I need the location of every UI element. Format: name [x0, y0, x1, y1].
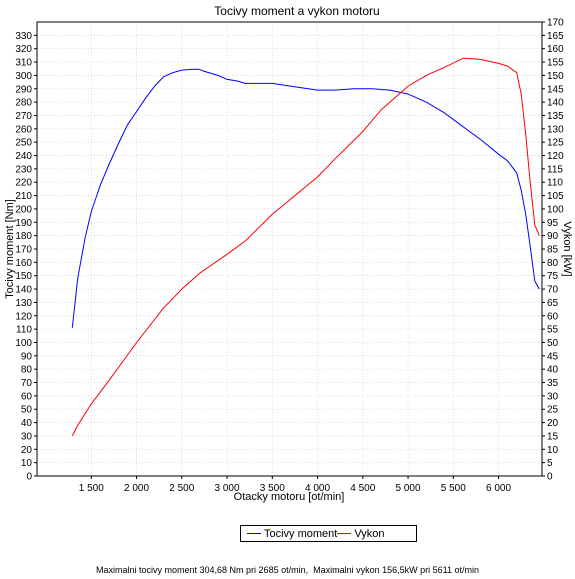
right-tick-label: 165: [547, 31, 564, 42]
legend-item-power: Vykon: [337, 527, 385, 540]
left-tick-label: 110: [16, 325, 32, 336]
legend-label-power: Vykon: [354, 527, 385, 540]
right-tick-label: 0: [547, 472, 553, 483]
left-tick-label: 330: [15, 31, 32, 42]
right-tick-label: 30: [547, 391, 559, 402]
left-tick-label: 190: [15, 218, 32, 229]
left-tick-label: 180: [15, 231, 32, 242]
right-tick-label: 25: [547, 405, 559, 416]
left-tick-label: 100: [15, 338, 32, 349]
chart-title: Tocivy moment a vykon motoru: [214, 4, 379, 18]
right-tick-label: 145: [547, 84, 564, 95]
footer-note: Maximalni tocivy moment 304,68 Nm pri 26…: [96, 565, 479, 575]
right-tick-label: 135: [547, 111, 564, 122]
x-axis-label: Otacky motoru [ot/min]: [234, 491, 345, 503]
left-tick-label: 0: [26, 472, 32, 483]
left-tick-label: 160: [15, 258, 32, 269]
left-tick-label: 80: [21, 365, 33, 376]
right-tick-label: 45: [547, 351, 559, 362]
left-tick-label: 150: [15, 271, 32, 282]
gridlines: [37, 22, 542, 476]
x-tick-label: 5 000: [396, 483, 421, 494]
right-tick-label: 20: [547, 418, 559, 429]
legend-swatch-power: [337, 533, 352, 534]
right-tick-label: 150: [547, 71, 564, 82]
left-tick-label: 310: [15, 58, 32, 69]
left-tick-label: 90: [21, 351, 33, 362]
left-tick-label: 10: [21, 458, 33, 469]
right-tick-label: 5: [547, 458, 553, 469]
left-tick-label: 50: [21, 405, 33, 416]
y-axis-left-label: Tocivy moment [Nm]: [4, 199, 16, 299]
left-tick-label: 290: [15, 84, 32, 95]
right-tick-label: 75: [547, 271, 559, 282]
right-tick-label: 110: [547, 178, 563, 189]
right-tick-label: 60: [547, 311, 559, 322]
right-tick-label: 90: [547, 231, 559, 242]
left-tick-label: 130: [15, 298, 32, 309]
left-tick-label: 260: [15, 124, 32, 135]
right-tick-label: 155: [547, 58, 564, 69]
x-tick-label: 2 500: [169, 483, 194, 494]
right-tick-label: 15: [547, 431, 559, 442]
right-axis: 0 5 10 15 20 25 30 35 40 45 50 55 60 65 70 75 80 85 90 95 10…: [542, 18, 564, 483]
legend-item-torque: Tocivy moment: [247, 528, 337, 540]
right-tick-label: 85: [547, 245, 559, 256]
legend-label-torque: Tocivy moment: [264, 527, 338, 540]
x-axis: 1 500 2 000 2 500 3 000 3 500 4 000 4 500 5 000…: [79, 476, 512, 494]
x-tick-label: 4 500: [350, 483, 375, 494]
left-tick-label: 320: [15, 44, 32, 55]
right-tick-label: 125: [547, 138, 564, 149]
right-tick-label: 35: [547, 378, 559, 389]
legend: Tocivy moment Vykon: [240, 525, 417, 542]
right-tick-label: 80: [547, 258, 559, 269]
x-tick-label: 6 000: [486, 483, 511, 494]
x-tick-label: 5 500: [441, 483, 466, 494]
x-tick-label: 4 000: [305, 483, 330, 494]
left-tick-label: 120: [15, 311, 32, 322]
x-tick-label: 1 500: [79, 483, 104, 494]
right-tick-label: 65: [547, 298, 559, 309]
x-tick-label: 2 000: [124, 483, 149, 494]
right-tick-label: 55: [547, 325, 559, 336]
series-line-torque: [71, 68, 540, 328]
left-tick-label: 40: [21, 418, 33, 429]
left-tick-label: 270: [15, 111, 32, 122]
right-tick-label: 120: [547, 151, 564, 162]
left-tick-label: 240: [15, 151, 32, 162]
left-tick-label: 140: [15, 285, 32, 296]
left-axis: 0 10 20 30 40 50 60 70 80 90 100 110 120 130 140 150 160…: [15, 31, 37, 483]
left-tick-label: 20: [21, 445, 33, 456]
right-tick-label: 95: [547, 218, 559, 229]
series-line-power: [71, 57, 540, 437]
right-tick-label: 140: [547, 98, 564, 109]
y-axis-right-label: Vykon [kW]: [561, 221, 573, 276]
right-tick-label: 10: [547, 445, 559, 456]
left-tick-label: 250: [15, 138, 32, 149]
right-tick-label: 115: [547, 164, 563, 175]
left-tick-label: 60: [21, 391, 33, 402]
left-tick-label: 30: [21, 431, 33, 442]
right-tick-label: 130: [547, 124, 564, 135]
right-tick-label: 50: [547, 338, 559, 349]
right-tick-label: 160: [547, 44, 564, 55]
left-tick-label: 220: [15, 178, 32, 189]
right-tick-label: 100: [547, 204, 564, 215]
x-tick-label: 3 000: [215, 483, 240, 494]
left-tick-label: 70: [21, 378, 33, 389]
left-tick-label: 210: [15, 191, 32, 202]
right-tick-label: 70: [547, 285, 559, 296]
left-tick-label: 280: [15, 98, 32, 109]
left-tick-label: 230: [15, 164, 32, 175]
x-tick-label: 3 500: [260, 483, 285, 494]
series-layer: [71, 57, 540, 437]
right-tick-label: 40: [547, 365, 559, 376]
left-tick-label: 300: [15, 71, 32, 82]
left-tick-label: 200: [15, 204, 32, 215]
left-tick-label: 170: [15, 245, 32, 256]
right-tick-label: 170: [547, 18, 564, 29]
right-tick-label: 105: [547, 191, 564, 202]
legend-swatch-torque: [247, 533, 261, 534]
